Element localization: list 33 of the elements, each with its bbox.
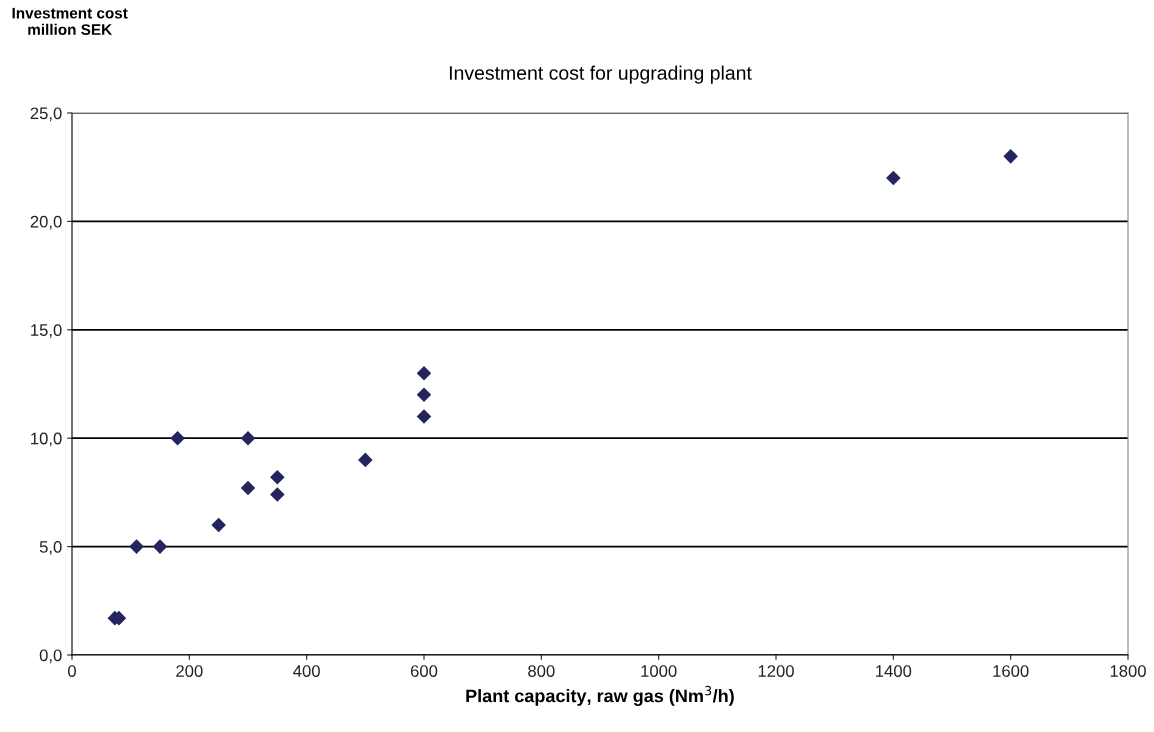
x-tick-label: 800 [528,665,555,677]
x-axis-title: Plant capacity, raw gas (Nm$^{3}$/h) [466,685,734,706]
point [886,170,901,186]
point [129,539,144,554]
point [416,365,432,381]
point [270,469,285,485]
x-tick-label: 1200 [758,665,794,677]
point [240,480,256,496]
x-tick-label: 600 [410,665,438,677]
x-tick-label: 0 [68,665,76,677]
point [358,452,373,468]
point [170,430,185,446]
y-tick-label: 5,0 [39,541,62,555]
point [270,487,285,502]
y-tick-label: 20,0 [30,215,62,230]
point [240,430,256,446]
x-tick-label: 1600 [993,665,1029,677]
point [152,539,168,554]
point [211,517,226,533]
x-tick-label: 1800 [1110,665,1146,677]
point [1003,149,1018,164]
y-tick-label: 0,0 [39,649,62,664]
point [416,387,432,403]
x-tick-label: 1000 [641,665,677,677]
x-tick-label: 400 [293,665,320,677]
x-tick-label: 200 [176,665,203,677]
y-axis-title: Investment cost million SEK [12,7,128,35]
chart-title: Investment cost for upgrading plant [449,65,752,84]
y-tick-label: 15,0 [31,324,62,338]
x-tick-label: 1400 [876,665,912,677]
y-tick-label: 25,0 [30,107,62,122]
y-tick-label: 10,0 [31,432,62,447]
point [416,409,432,424]
